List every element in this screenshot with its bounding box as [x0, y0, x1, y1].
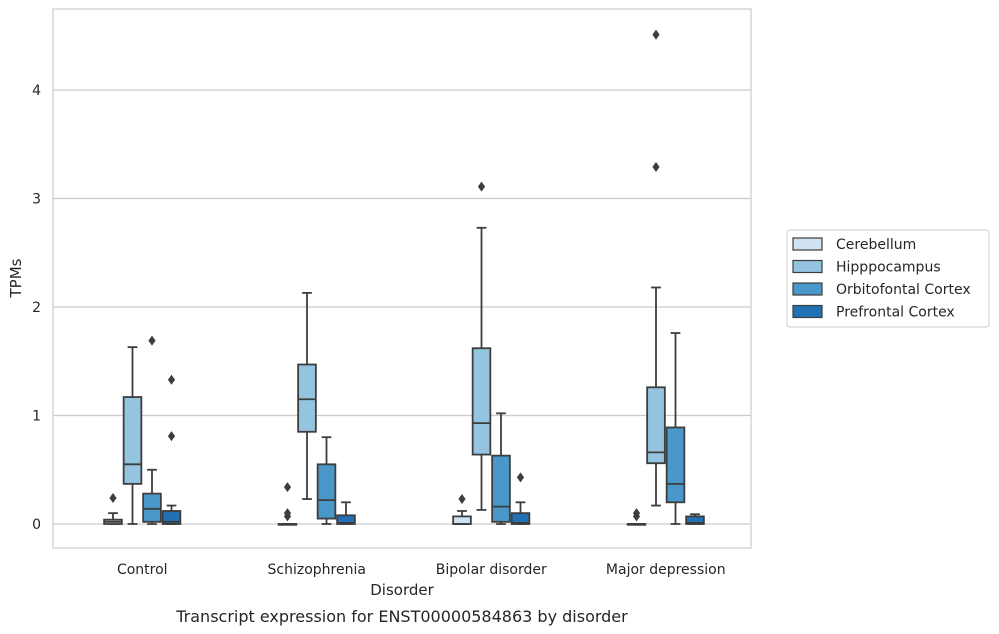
x-axis-label: Disorder	[370, 581, 434, 599]
box-iqr	[297, 363, 317, 433]
box-iqr	[142, 492, 162, 523]
outlier-point	[167, 431, 176, 442]
y-tick-labels: 0 1 2 3 4	[32, 83, 41, 533]
box-cerebellum	[103, 492, 123, 525]
box-cerebellum	[452, 494, 472, 525]
box-orbitofontal-cortex	[316, 436, 337, 525]
box-hipppocampus	[646, 29, 666, 507]
legend: Cerebellum Hipppocampus Orbitofontal Corte…	[786, 229, 990, 328]
box-orbitofontal-cortex	[142, 335, 162, 525]
outlier-point	[458, 494, 466, 505]
box-iqr	[491, 454, 511, 523]
box-prefrontal-cortex	[510, 472, 531, 525]
y-tick-label: 3	[32, 192, 41, 208]
box-iqr	[510, 512, 531, 525]
box-iqr	[685, 515, 705, 525]
box-iqr	[316, 463, 337, 520]
legend-label: Hipppocampus	[836, 260, 941, 276]
legend-swatch	[792, 237, 823, 251]
outlier-point	[477, 181, 486, 192]
plot-area	[52, 8, 752, 549]
outlier-point	[283, 482, 292, 493]
legend-swatch	[792, 259, 823, 274]
box-iqr	[646, 386, 666, 465]
x-tick-label: Schizophrenia	[268, 562, 366, 578]
y-tick-label: 2	[32, 300, 41, 316]
outlier-point	[632, 511, 641, 522]
box-iqr	[336, 514, 356, 525]
box-hipppocampus	[471, 181, 492, 511]
x-tick-labels: Control Schizophrenia Bipolar disorder Majo…	[117, 562, 726, 578]
box-orbitofontal-cortex	[491, 412, 511, 525]
box-cerebellum	[626, 508, 647, 526]
x-tick-label: Major depression	[606, 562, 726, 578]
legend-label: Orbitofontal Cortex	[836, 282, 971, 298]
legend-swatch	[792, 304, 823, 319]
box-cerebellum	[277, 482, 298, 526]
y-axis-label: TPMs	[7, 258, 25, 298]
legend-frame	[786, 229, 990, 328]
outlier-point	[516, 472, 525, 483]
outlier-point	[148, 335, 156, 346]
box-groups	[103, 29, 705, 526]
box-orbitofontal-cortex	[665, 332, 686, 525]
y-tick-label: 1	[32, 409, 41, 425]
outlier-point	[109, 492, 117, 503]
box-iqr	[452, 515, 472, 525]
box-prefrontal-cortex	[336, 501, 356, 525]
box-prefrontal-cortex	[161, 374, 182, 525]
box-iqr	[161, 510, 182, 525]
outlier-point	[652, 29, 660, 40]
box-hipppocampus	[297, 291, 317, 500]
x-tick-label: Control	[117, 562, 168, 578]
box-iqr	[471, 347, 492, 456]
legend-label: Cerebellum	[836, 237, 916, 253]
outlier-point	[652, 162, 660, 173]
y-tick-label: 4	[32, 83, 41, 99]
chart-title: Transcript expression for ENST0000058486…	[175, 607, 628, 626]
y-tick-label: 0	[32, 517, 41, 533]
box-iqr	[665, 426, 686, 504]
x-tick-label: Bipolar disorder	[436, 562, 547, 578]
legend-swatch	[792, 282, 823, 296]
outlier-point	[167, 374, 176, 385]
box-hipppocampus	[122, 346, 143, 525]
outlier-point	[283, 511, 292, 522]
box-iqr	[122, 396, 143, 485]
box-prefrontal-cortex	[685, 513, 705, 525]
legend-label: Prefrontal Cortex	[836, 305, 955, 321]
